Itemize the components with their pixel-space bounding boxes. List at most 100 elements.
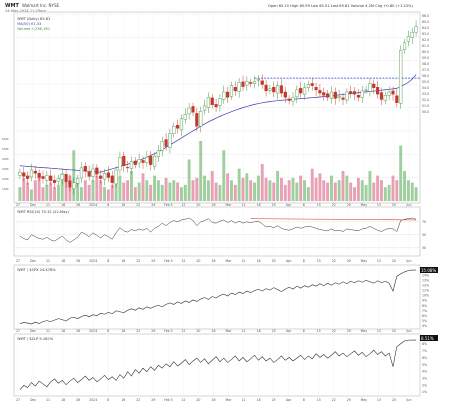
rel-xlp-tick-label: 6%: [422, 356, 427, 360]
candle-body: [106, 172, 110, 178]
date-tick-label: 18: [61, 203, 65, 207]
volume-bar: [330, 175, 333, 201]
candle-body: [341, 97, 345, 100]
volume-tick-label: 30M: [2, 167, 9, 171]
date-tick-label: 25: [272, 259, 276, 263]
volume-bar: [264, 177, 268, 201]
candle-body: [22, 172, 26, 177]
candle-body: [299, 88, 303, 94]
volume-bar: [210, 171, 214, 201]
volume-bar: [391, 175, 395, 201]
volume-bar: [222, 150, 226, 201]
volume-tick-label: 50M: [2, 147, 9, 151]
candle-body: [326, 93, 330, 98]
candle-body: [129, 161, 134, 169]
candle-body: [172, 125, 176, 134]
volume-bar: [303, 180, 306, 201]
candle-body: [395, 95, 399, 103]
volume-bar: [122, 182, 126, 201]
date-tick-label: 20: [196, 203, 200, 207]
volume-bar: [56, 184, 60, 201]
rsi-trendline: [250, 218, 417, 221]
volume-bar: [187, 159, 191, 201]
price-tick-label: 66.0: [422, 14, 429, 18]
candle-body: [318, 90, 322, 94]
ma-legend: MA(50) 61.33: [17, 22, 41, 26]
candle-body: [314, 86, 318, 91]
volume-bar: [387, 184, 391, 201]
candle-body: [214, 104, 218, 108]
price-tick-label: 52.0: [422, 98, 429, 102]
candle-body: [406, 36, 410, 42]
rsi-line: [14, 217, 420, 248]
candle-body: [206, 97, 210, 108]
candle-body: [79, 167, 84, 179]
date-tick-label: 20: [392, 398, 396, 402]
rel-xlp-tick-label: 3%: [422, 376, 427, 380]
volume-bar: [299, 175, 303, 201]
date-tick-label: 12: [181, 203, 185, 207]
rel-spx-line: [19, 269, 417, 325]
volume-bar: [395, 180, 399, 201]
candle-body: [72, 182, 76, 189]
candle-body: [133, 160, 137, 165]
date-tick-label: 26: [76, 329, 80, 333]
volume-bar: [191, 180, 195, 201]
date-tick-label: 13: [377, 398, 381, 402]
candle-body: [291, 97, 295, 102]
volume-bar: [403, 171, 406, 201]
candle-body: [160, 140, 164, 151]
volume-bar: [291, 177, 295, 201]
date-tick-label: 29: [347, 329, 351, 333]
date-tick-label: 29: [347, 203, 351, 207]
date-tick-label: Dec: [30, 259, 36, 263]
date-tick-label: Jun: [405, 259, 411, 263]
price-tick-label: 62.0: [422, 38, 429, 42]
candle-body: [37, 173, 41, 178]
volume-bar: [203, 175, 206, 201]
date-tick-label: 27: [16, 329, 20, 333]
rel-spx-series: [19, 269, 417, 325]
rel-spx-tick-label: 9%: [422, 299, 427, 303]
date-tick-label: 11: [46, 329, 50, 333]
candle-body: [18, 171, 22, 176]
date-tick-label: 15: [317, 398, 321, 402]
price-tick-label: 54.0: [422, 86, 429, 90]
date-tick-label: 12: [181, 259, 185, 263]
rsi-tick-label: 70: [422, 220, 426, 224]
date-tick-label: 2024: [89, 259, 97, 263]
date-tick-label: 18: [61, 259, 65, 263]
volume-bar: [64, 180, 68, 201]
price-tick-label: 50.0: [422, 110, 429, 114]
company-label: Walmart Inc. NYSE: [22, 3, 60, 8]
date-tick-label: Mar: [226, 203, 233, 207]
volume-bar: [164, 177, 168, 201]
date-tick-label: 27: [16, 398, 20, 402]
candle-body: [191, 106, 195, 113]
date-tick-label: Apr: [286, 259, 292, 263]
candle-body: [95, 167, 99, 175]
rel-spx-legend: WMT / $SPX 24.478%: [17, 268, 56, 272]
candle-body: [41, 176, 45, 179]
volume-bar: [137, 182, 141, 201]
candle-body: [249, 82, 253, 84]
volume-bar: [230, 180, 233, 201]
date-tick-label: 26: [211, 203, 215, 207]
candle-body: [126, 167, 130, 169]
rel-xlp-tick-label: 7%: [422, 349, 427, 353]
candle-body: [364, 89, 368, 91]
candle-body: [272, 86, 276, 93]
date-tick-label: Feb 5: [164, 398, 173, 402]
volume-bar: [245, 173, 249, 201]
date-tick-label: Mar: [226, 398, 233, 402]
date-tick-label: 8: [107, 203, 109, 207]
volume-bar: [110, 184, 114, 201]
volume-bar: [76, 182, 80, 201]
candlesticks: [18, 20, 418, 195]
volume-bar: [260, 164, 264, 201]
volume-bar: [99, 180, 103, 201]
volume-bar: [276, 171, 280, 201]
date-tick-label: 13: [377, 259, 381, 263]
price-tick-label: 63.0: [422, 32, 429, 36]
date-tick-label: 8: [107, 329, 109, 333]
